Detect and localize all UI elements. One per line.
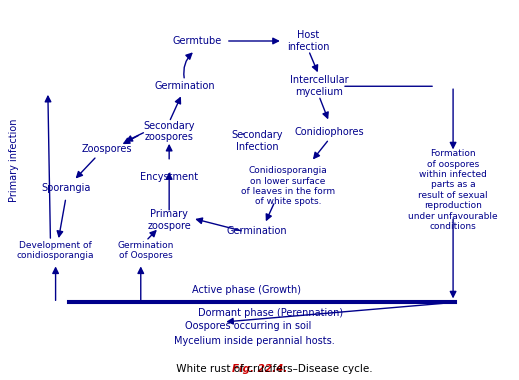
Text: Primary
zoospore: Primary zoospore: [147, 209, 191, 231]
Text: Secondary
Infection: Secondary Infection: [231, 130, 283, 152]
Text: Fig. 22.4.: Fig. 22.4.: [232, 364, 287, 374]
Text: Germination
of Oospores: Germination of Oospores: [118, 241, 174, 260]
Text: Secondary
zoospores: Secondary zoospores: [143, 121, 195, 142]
Text: Formation
of oospores
within infected
parts as a
result of sexual
reproduction
u: Formation of oospores within infected pa…: [408, 149, 498, 231]
Text: White rust of crucifers–Disease cycle.: White rust of crucifers–Disease cycle.: [147, 364, 372, 374]
Text: Development of
conidiosporangia: Development of conidiosporangia: [17, 241, 94, 260]
Text: Zoospores: Zoospores: [82, 144, 132, 154]
Text: Conidiophores: Conidiophores: [294, 127, 364, 136]
Text: Sporangia: Sporangia: [41, 183, 91, 193]
Text: Dormant phase (Perennation): Dormant phase (Perennation): [198, 307, 343, 318]
Text: Active phase (Growth): Active phase (Growth): [192, 285, 301, 295]
Text: Encystment: Encystment: [140, 172, 198, 182]
Text: ·: ·: [241, 128, 245, 141]
Text: Mycelium inside perannial hosts.: Mycelium inside perannial hosts.: [174, 336, 335, 346]
Text: Host
infection: Host infection: [288, 30, 330, 52]
Text: Conidiosporangia
on lower surface
of leaves in the form
of white spots.: Conidiosporangia on lower surface of lea…: [241, 166, 335, 206]
Text: Germination: Germination: [154, 81, 215, 91]
Text: Germtube: Germtube: [173, 36, 222, 46]
Text: Oospores occurring in soil: Oospores occurring in soil: [185, 321, 311, 331]
Text: Germination: Germination: [227, 226, 287, 236]
Text: Primary infection: Primary infection: [9, 118, 19, 201]
Text: Intercellular
mycelium: Intercellular mycelium: [290, 76, 348, 97]
